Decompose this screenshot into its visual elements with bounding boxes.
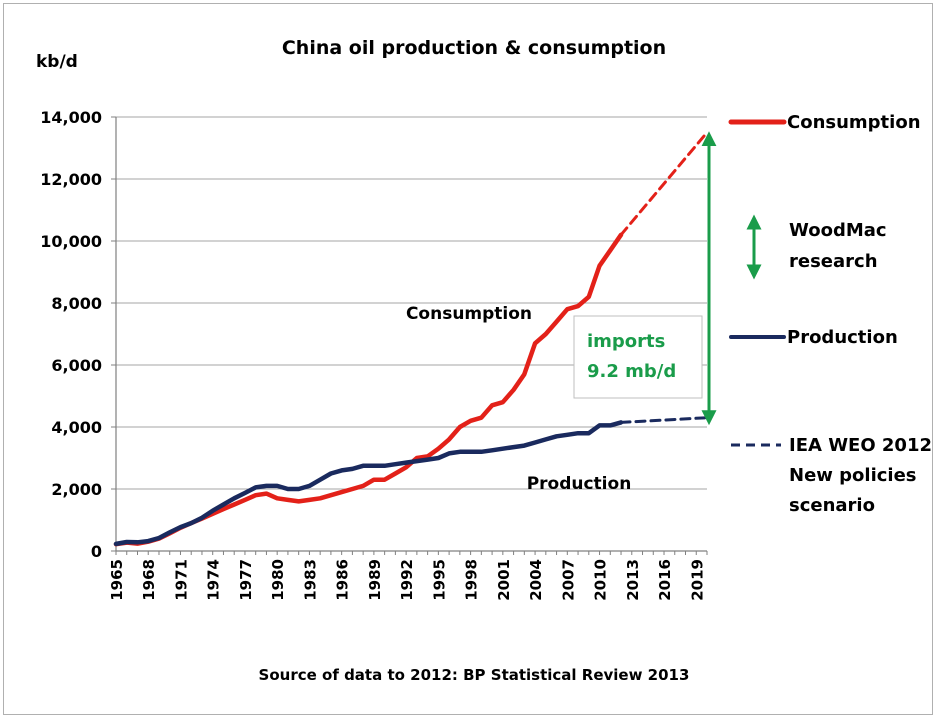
- x-tick-label-1986: 1986: [334, 559, 352, 601]
- x-tick-label-2007: 2007: [559, 559, 577, 601]
- x-tick-label-2019: 2019: [688, 559, 706, 601]
- legend-woodmac-label-line2: research: [789, 251, 878, 272]
- imports-label: imports: [587, 331, 665, 352]
- chart-frame: China oil production & consumption kb/d …: [3, 3, 933, 715]
- x-tick-label-1989: 1989: [366, 559, 384, 601]
- x-tick-label-1974: 1974: [205, 559, 223, 601]
- imports-box: [573, 315, 703, 399]
- consumption-line: [113, 232, 624, 547]
- x-tick-label-1998: 1998: [463, 559, 481, 601]
- x-tick-label-2013: 2013: [624, 559, 642, 601]
- x-tick-label-1965: 1965: [108, 559, 126, 601]
- series-lines: [113, 131, 709, 547]
- x-tick-label-1995: 1995: [430, 559, 448, 601]
- x-tick-label-1971: 1971: [172, 559, 190, 601]
- legend: Consumption WoodMac research Production IEA …: [728, 112, 932, 516]
- y-tick-label-14000: 14,000: [40, 108, 102, 127]
- y-tick-label-2000: 2,000: [51, 480, 102, 499]
- y-axis-label: kb/d: [36, 52, 78, 72]
- x-tick-label-1983: 1983: [301, 559, 319, 601]
- china-oil-chart: China oil production & consumption kb/d …: [36, 37, 932, 684]
- legend-consumption-label: Consumption: [787, 112, 921, 133]
- production-line: [113, 420, 624, 547]
- y-tick-labels: 0 2,000 4,000 6,000 8,000 10,000 12,000 14,000: [40, 108, 102, 561]
- imports-value: 9.2 mb/d: [587, 361, 676, 382]
- x-tick-label-2016: 2016: [656, 559, 674, 601]
- y-tick-label-8000: 8,000: [51, 294, 102, 313]
- grid-lines: [116, 116, 707, 490]
- x-tick-label-2001: 2001: [495, 559, 513, 601]
- axes: [111, 116, 708, 555]
- projection-1-line: [619, 131, 709, 237]
- x-tick-label-1977: 1977: [237, 559, 255, 601]
- y-tick-label-4000: 4,000: [51, 418, 102, 437]
- x-tick-label-2010: 2010: [592, 559, 610, 601]
- legend-production-label: Production: [787, 327, 898, 348]
- legend-woodmac-label-line1: WoodMac: [789, 220, 887, 241]
- y-tick-label-12000: 12,000: [40, 170, 102, 189]
- y-tick-label-6000: 6,000: [51, 356, 102, 375]
- x-tick-label-1992: 1992: [398, 559, 416, 601]
- production-line-label: Production: [527, 474, 632, 494]
- x-tick-label-2004: 2004: [527, 559, 545, 601]
- source-note: Source of data to 2012: BP Statistical R…: [259, 666, 690, 684]
- legend-iea-label-line3: scenario: [789, 495, 875, 516]
- legend-iea-label-line2: New policies: [789, 465, 917, 486]
- x-tick-label-1968: 1968: [140, 559, 158, 601]
- y-tick-label-10000: 10,000: [40, 232, 102, 251]
- x-tick-labels: 1965 1968 1971 1974 1977 1980 1983 1986 1989 1992…: [108, 559, 706, 601]
- x-tick-label-1980: 1980: [269, 559, 287, 601]
- consumption-line-label: Consumption: [406, 304, 532, 324]
- y-tick-label-0: 0: [91, 542, 102, 561]
- chart-title: China oil production & consumption: [282, 37, 666, 59]
- projection-3-line: [619, 416, 709, 424]
- annotations: Consumption Production imports 9.2 mb/d: [406, 131, 717, 494]
- legend-iea-label-line1: IEA WEO 2012: [789, 435, 932, 456]
